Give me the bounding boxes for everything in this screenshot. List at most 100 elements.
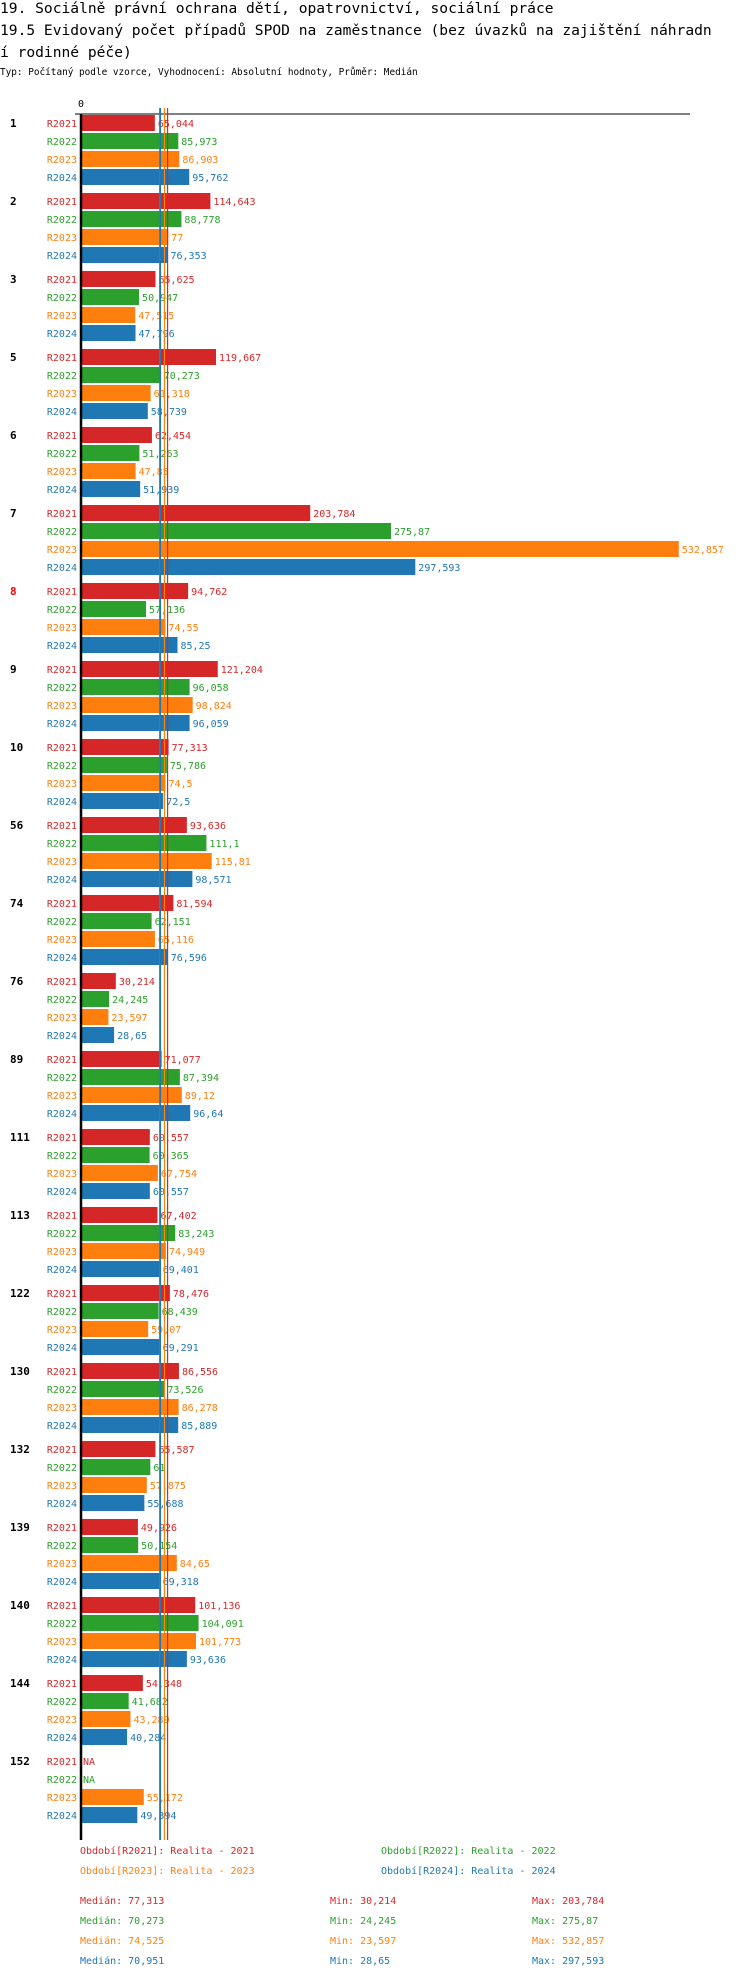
category-label: 3	[10, 273, 17, 286]
category-label: 2	[10, 195, 17, 208]
bar	[82, 913, 152, 929]
category-label: 89	[10, 1053, 23, 1066]
bar	[82, 1495, 145, 1511]
value-label: 203,784	[313, 509, 355, 520]
value-label: 101,773	[199, 1637, 241, 1648]
value-label: 69,318	[163, 1577, 199, 1588]
stat-min: Min: 24,245	[330, 1916, 397, 1927]
indicator-title: 19.5 Evidovaný počet případů SPOD na zam…	[0, 22, 712, 39]
category-label: 122	[10, 1287, 30, 1300]
series-label: R2022	[47, 1697, 77, 1708]
category-label: 5	[10, 351, 17, 364]
series-label: R2022	[47, 839, 77, 850]
value-label: 115,81	[215, 857, 251, 868]
value-label: 96,64	[193, 1109, 223, 1120]
category-label: 139	[10, 1521, 30, 1534]
series-label: R2022	[47, 1385, 77, 1396]
value-label: 73,526	[167, 1385, 203, 1396]
bar	[82, 1165, 158, 1181]
bar	[82, 775, 166, 791]
bar	[82, 307, 136, 323]
bar	[82, 697, 193, 713]
value-label: 94,762	[191, 587, 227, 598]
value-label: 71,077	[165, 1055, 201, 1066]
bar	[82, 133, 179, 149]
value-label: 76,596	[171, 953, 207, 964]
bar	[82, 1225, 176, 1241]
bar	[82, 505, 311, 521]
page-title: 19. Sociálně právní ochrana dětí, opatro…	[0, 0, 554, 17]
value-label: 78,476	[173, 1289, 209, 1300]
series-label: R2024	[47, 1031, 77, 1042]
value-label: 96,058	[193, 683, 229, 694]
value-label: 88,778	[184, 215, 220, 226]
value-label: 49,394	[140, 1811, 176, 1822]
series-label: R2021	[47, 509, 77, 520]
value-label: 89,12	[185, 1091, 215, 1102]
bar	[82, 481, 141, 497]
stat-min: Min: 30,214	[330, 1896, 397, 1907]
value-label: NA	[83, 1775, 95, 1786]
series-label: R2021	[47, 197, 77, 208]
bar	[82, 463, 136, 479]
value-label: 47,85	[139, 467, 169, 478]
value-label: 93,636	[190, 1655, 226, 1666]
stat-min: Min: 28,65	[330, 1956, 391, 1967]
category-label: 111	[10, 1131, 30, 1144]
value-label: 51,939	[143, 485, 179, 496]
value-label: 101,136	[198, 1601, 240, 1612]
series-label: R2021	[47, 1367, 77, 1378]
series-label: R2021	[47, 1445, 77, 1456]
bar	[82, 835, 207, 851]
series-label: R2023	[47, 467, 77, 478]
bar	[82, 1363, 179, 1379]
series-label: R2023	[47, 1013, 77, 1024]
bar	[82, 1651, 187, 1667]
series-label: R2024	[47, 719, 77, 730]
stat-max: Max: 275,87	[532, 1916, 599, 1927]
value-label: 86,556	[182, 1367, 218, 1378]
bar	[82, 271, 156, 287]
series-label: R2021	[47, 275, 77, 286]
series-label: R2022	[47, 683, 77, 694]
bar	[82, 1399, 179, 1415]
category-label: 140	[10, 1599, 30, 1612]
value-label: 60,557	[153, 1187, 189, 1198]
bar	[82, 1633, 196, 1649]
value-label: 532,857	[682, 545, 724, 556]
bar	[82, 817, 187, 833]
bar	[82, 1573, 160, 1589]
series-label: R2022	[47, 1307, 77, 1318]
series-label: R2021	[47, 977, 77, 988]
value-label: 85,889	[181, 1421, 217, 1432]
legend-item: Období[R2022]: Realita - 2022	[381, 1846, 556, 1857]
value-label: 59,07	[151, 1325, 181, 1336]
bar	[82, 193, 211, 209]
stat-median: Medián: 70,951	[80, 1956, 165, 1967]
series-label: R2023	[47, 1091, 77, 1102]
series-label: R2023	[47, 545, 77, 556]
value-label: 75,786	[170, 761, 206, 772]
series-label: R2024	[47, 407, 77, 418]
value-label: 55,688	[147, 1499, 183, 1510]
series-label: R2023	[47, 1637, 77, 1648]
value-label: 65,625	[159, 275, 195, 286]
bar	[82, 325, 136, 341]
value-label: 62,151	[155, 917, 191, 928]
bar	[82, 1477, 147, 1493]
bar	[82, 1051, 162, 1067]
bar	[82, 931, 155, 947]
category-label: 76	[10, 975, 24, 988]
bar	[82, 757, 167, 773]
series-label: R2021	[47, 899, 77, 910]
bar	[82, 1729, 128, 1745]
category-label: 132	[10, 1443, 30, 1456]
bar	[82, 793, 164, 809]
series-label: R2021	[47, 587, 77, 598]
bar	[82, 853, 212, 869]
value-label: 67,402	[160, 1211, 196, 1222]
bar-chart: 0 1 R2021 65,044 R2022 85,973 R2023 86,903 R2024…	[10, 99, 724, 1840]
series-label: R2021	[47, 1211, 77, 1222]
value-label: 98,571	[195, 875, 231, 886]
value-label: 69,291	[163, 1343, 199, 1354]
